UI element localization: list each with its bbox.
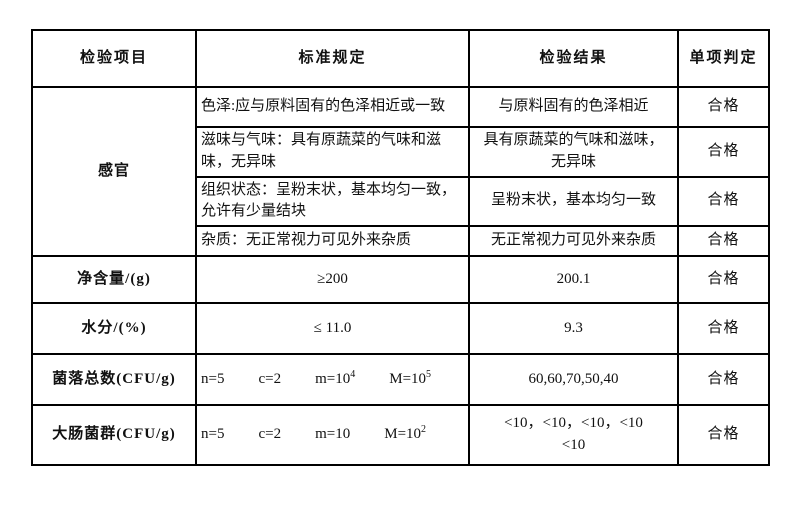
judgement-cell-moisture: 合格 (677, 302, 770, 355)
coliform-m-value: m=10 (315, 426, 350, 442)
colony-M-exponent: 5 (426, 368, 432, 380)
colony-m-value: m=104 (315, 368, 356, 387)
column-header-item: 检验项目 (31, 29, 197, 88)
standard-cell-color: 色泽:应与原料固有的色泽相近或一致 (195, 86, 470, 128)
item-cell-moisture: 水分/(%) (31, 302, 197, 355)
judgement-cell-texture: 合格 (677, 175, 770, 227)
result-cell-taste: 具有原蔬菜的气味和滋味， 无异味 (468, 126, 679, 178)
result-cell-coliform: <10，<10，<10，<10 <10 (468, 404, 679, 466)
standard-cell-coliform: n=5 c=2 m=10 M=102 (195, 404, 470, 466)
judgement-cell-net-content: 合格 (677, 255, 770, 304)
colony-n-value: n=5 (201, 370, 225, 387)
table-row-sensory-taste: 滋味与气味：具有原蔬菜的气味和滋味，无异味 具有原蔬菜的气味和滋味， 无异味 合… (32, 126, 770, 178)
judgement-cell-colony-count: 合格 (677, 353, 770, 406)
standard-cell-moisture: ≤ 11.0 (195, 302, 470, 355)
coliform-M-base: M=10 (384, 426, 422, 443)
colony-M-base: M=10 (389, 370, 427, 387)
table-row-colony-count: 菌落总数(CFU/g) n=5 c=2 m=104 M=105 60,60,70,50… (31, 353, 770, 406)
column-header-standard: 标准规定 (195, 29, 470, 88)
coliform-M-exponent: 2 (421, 424, 427, 436)
table-row-sensory-impurity: 杂质：无正常视力可见外来杂质 无正常视力可见外来杂质 合格 (32, 225, 770, 257)
coliform-M-value: M=102 (384, 424, 427, 443)
result-cell-texture: 呈粉末状，基本均匀一致 (468, 175, 679, 227)
judgement-cell-impurity: 合格 (677, 225, 770, 257)
standard-cell-texture: 组织状态：呈粉末状，基本均匀一致，允许有少量结块 (195, 175, 470, 227)
inspection-table: 检验项目 标准规定 检验结果 单项判定 感官 色泽:应与原料固有的色泽相近或一致… (31, 29, 770, 466)
judgement-cell-coliform: 合格 (677, 404, 770, 466)
colony-m-base: m=10 (315, 370, 351, 387)
colony-c-value: c=2 (258, 370, 282, 387)
result-cell-net-content: 200.1 (468, 255, 679, 304)
result-cell-color: 与原料固有的色泽相近 (468, 86, 679, 128)
column-header-judgement: 单项判定 (677, 29, 770, 88)
item-cell-net-content: 净含量/(g) (31, 255, 197, 304)
item-cell-sensory: 感官 (31, 86, 197, 257)
colony-M-value: M=105 (389, 368, 432, 387)
table-row-sensory-color: 感官 色泽:应与原料固有的色泽相近或一致 与原料固有的色泽相近 合格 (31, 86, 770, 257)
coliform-m-base: m=10 (315, 426, 351, 443)
table-row-sensory-texture: 组织状态：呈粉末状，基本均匀一致，允许有少量结块 呈粉末状，基本均匀一致 合格 (32, 175, 770, 227)
table-row-moisture: 水分/(%) ≤ 11.0 9.3 合格 (31, 302, 770, 355)
item-cell-colony-count: 菌落总数(CFU/g) (31, 353, 197, 406)
colony-m-exponent: 4 (350, 368, 356, 380)
coliform-n-value: n=5 (201, 426, 225, 443)
standard-cell-colony-count: n=5 c=2 m=104 M=105 (195, 353, 470, 406)
judgement-cell-taste: 合格 (677, 126, 770, 178)
item-cell-coliform: 大肠菌群(CFU/g) (31, 404, 197, 466)
standard-cell-taste: 滋味与气味：具有原蔬菜的气味和滋味，无异味 (195, 126, 470, 178)
standard-cell-impurity: 杂质：无正常视力可见外来杂质 (195, 225, 470, 257)
coliform-c-value: c=2 (258, 426, 282, 443)
result-cell-impurity: 无正常视力可见外来杂质 (468, 225, 679, 257)
column-header-result: 检验结果 (468, 29, 679, 88)
table-row-coliform: 大肠菌群(CFU/g) n=5 c=2 m=10 M=102 <10，<10，<10，… (31, 404, 770, 466)
table-row-net-content: 净含量/(g) ≥200 200.1 合格 (31, 255, 770, 304)
standard-cell-net-content: ≥200 (195, 255, 470, 304)
table-header-row: 检验项目 标准规定 检验结果 单项判定 (31, 29, 770, 88)
judgement-cell-color: 合格 (677, 86, 770, 128)
result-cell-moisture: 9.3 (468, 302, 679, 355)
result-cell-colony-count: 60,60,70,50,40 (468, 353, 679, 406)
